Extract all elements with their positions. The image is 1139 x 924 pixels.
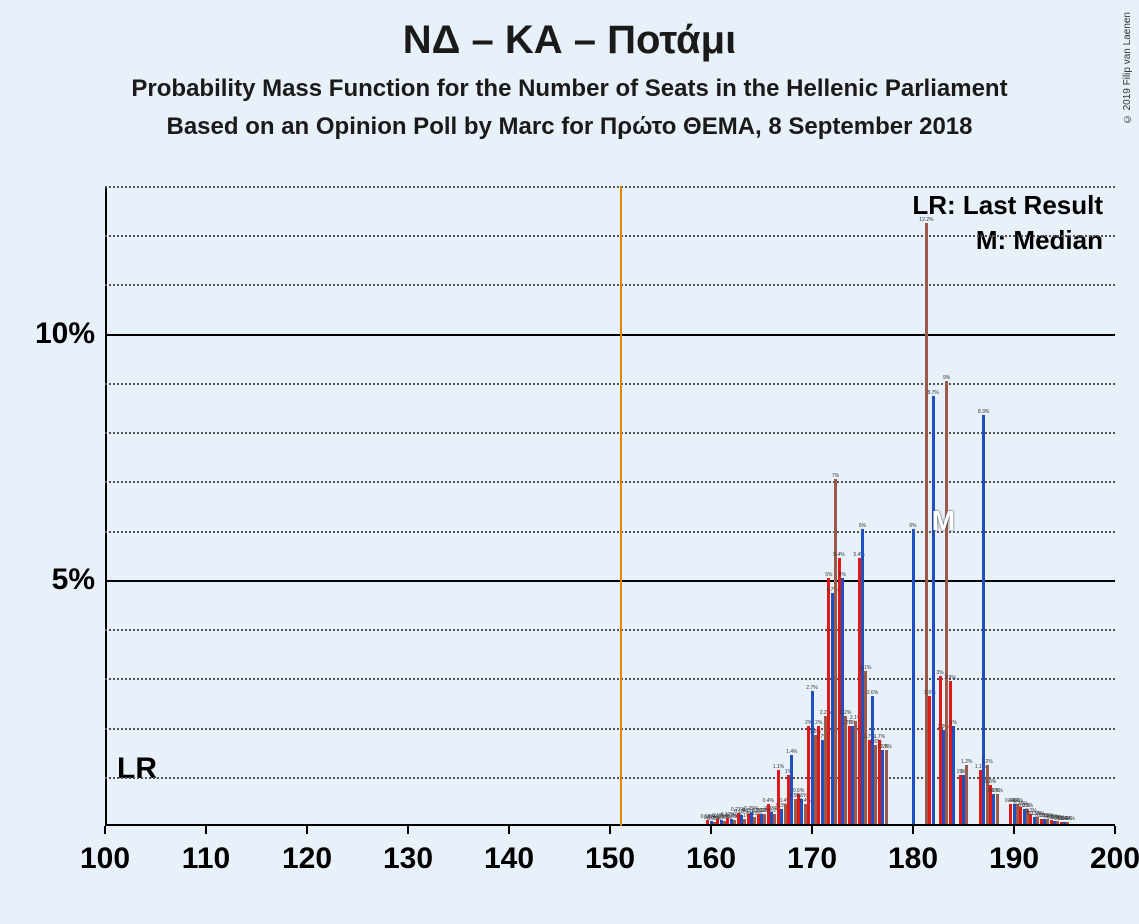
gridline-minor <box>105 678 1115 680</box>
bar-value-label: 2% <box>815 720 822 726</box>
x-tick-mark <box>306 826 308 834</box>
bar-value-label: 0.8% <box>985 779 996 785</box>
x-tick-label: 140 <box>484 842 534 876</box>
gridline-minor <box>105 186 1115 188</box>
x-tick-mark <box>912 826 914 834</box>
gridline-minor <box>105 481 1115 483</box>
x-tick-mark <box>205 826 207 834</box>
bar-value-label: 1.2% <box>981 759 992 765</box>
bar-value-label: 6% <box>859 523 866 529</box>
chart-subtitle-1: Probability Mass Function for the Number… <box>0 75 1139 103</box>
bar-value-label: 8.7% <box>927 390 938 396</box>
bar-value-label: 6% <box>909 523 916 529</box>
x-tick-mark <box>1114 826 1116 834</box>
x-tick-mark <box>811 826 813 834</box>
gridline-minor <box>105 432 1115 434</box>
bar-value-label: 1.4% <box>786 749 797 755</box>
x-tick-label: 200 <box>1090 842 1139 876</box>
copyright-text: © 2019 Filip van Laenen <box>1122 12 1133 124</box>
bar-value-label: 1.1% <box>773 764 784 770</box>
legend-m: M: Median <box>912 225 1103 256</box>
x-tick-label: 170 <box>787 842 837 876</box>
gridline-minor <box>105 728 1115 730</box>
x-tick-mark <box>1013 826 1015 834</box>
median-marker: M <box>932 505 955 537</box>
gridline-minor <box>105 235 1115 237</box>
x-tick-label: 180 <box>888 842 938 876</box>
x-tick-mark <box>710 826 712 834</box>
legend-lr: LR: Last Result <box>912 190 1103 221</box>
bar: 0.04% <box>1066 822 1069 824</box>
bar-value-label: 12.2% <box>919 217 933 223</box>
bar-value-label: 2.9% <box>944 675 955 681</box>
bar: 6% <box>912 529 915 824</box>
x-tick-label: 150 <box>585 842 635 876</box>
bar-value-label: 0.04% <box>1061 816 1075 822</box>
bar-value-label: 9% <box>943 375 950 381</box>
x-tick-label: 190 <box>989 842 1039 876</box>
x-tick-mark <box>609 826 611 834</box>
x-tick-mark <box>407 826 409 834</box>
bar-value-label: 1.7% <box>874 734 885 740</box>
x-tick-label: 160 <box>686 842 736 876</box>
x-tick-label: 130 <box>383 842 433 876</box>
gridline-major <box>105 580 1115 582</box>
bar-value-label: 1.5% <box>880 744 891 750</box>
gridline-minor <box>105 284 1115 286</box>
y-axis <box>105 186 107 826</box>
bar: 1.2% <box>965 765 968 824</box>
x-tick-mark <box>104 826 106 834</box>
y-tick-label: 5% <box>0 563 95 597</box>
gridline-minor <box>105 629 1115 631</box>
x-tick-mark <box>508 826 510 834</box>
bar-value-label: 5.4% <box>833 552 844 558</box>
gridline-minor <box>105 531 1115 533</box>
chart-plot-area: LR: Last Result M: Median LR 5%10%100110… <box>105 186 1115 826</box>
gridline-major <box>105 334 1115 336</box>
bar-value-label: 3% <box>936 670 943 676</box>
y-tick-label: 10% <box>0 317 95 351</box>
lr-label: LR <box>117 752 157 786</box>
bar-value-label: 2% <box>950 720 957 726</box>
bar: 0.6% <box>996 794 999 824</box>
bar-value-label: 5% <box>839 572 846 578</box>
bar-value-label: 3.1% <box>860 665 871 671</box>
bar: 8.7% <box>932 396 935 824</box>
bar-value-label: 5% <box>825 572 832 578</box>
bar-value-label: 0.4% <box>763 798 774 804</box>
bar-value-label: 0.6% <box>991 788 1002 794</box>
lr-reference-line <box>620 186 622 826</box>
bar-value-label: 1.2% <box>961 759 972 765</box>
bar-value-label: 2.7% <box>806 685 817 691</box>
bar-value-label: 7% <box>832 473 839 479</box>
bar-value-label: 2.6% <box>867 690 878 696</box>
bar-value-label: 8.3% <box>978 409 989 415</box>
x-tick-label: 100 <box>80 842 130 876</box>
chart-title: ΝΔ – ΚΑ – Ποτάμι <box>0 0 1139 63</box>
x-tick-label: 120 <box>282 842 332 876</box>
chart-subtitle-2: Based on an Opinion Poll by Marc for Πρώ… <box>0 113 1139 141</box>
legend: LR: Last Result M: Median <box>912 190 1103 260</box>
gridline-minor <box>105 383 1115 385</box>
bar: 2% <box>952 726 955 824</box>
x-tick-label: 110 <box>182 842 230 876</box>
bar: 1.5% <box>885 750 888 824</box>
